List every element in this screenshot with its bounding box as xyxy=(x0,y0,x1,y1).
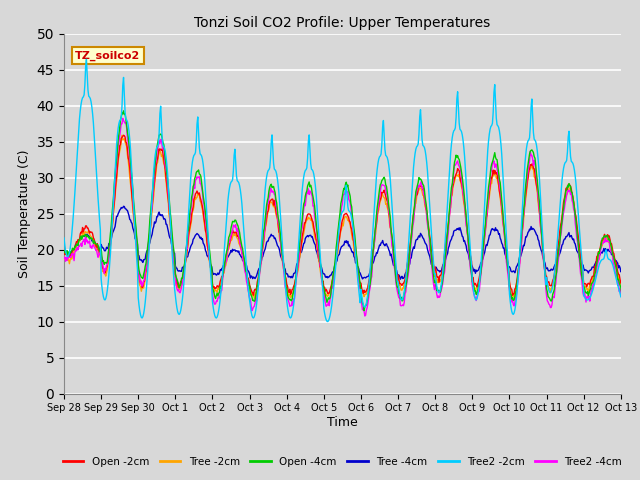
Title: Tonzi Soil CO2 Profile: Upper Temperatures: Tonzi Soil CO2 Profile: Upper Temperatur… xyxy=(195,16,490,30)
Legend: Open -2cm, Tree -2cm, Open -4cm, Tree -4cm, Tree2 -2cm, Tree2 -4cm: Open -2cm, Tree -2cm, Open -4cm, Tree -4… xyxy=(58,453,627,471)
Text: TZ_soilco2: TZ_soilco2 xyxy=(75,51,140,61)
X-axis label: Time: Time xyxy=(327,416,358,429)
Y-axis label: Soil Temperature (C): Soil Temperature (C) xyxy=(18,149,31,278)
